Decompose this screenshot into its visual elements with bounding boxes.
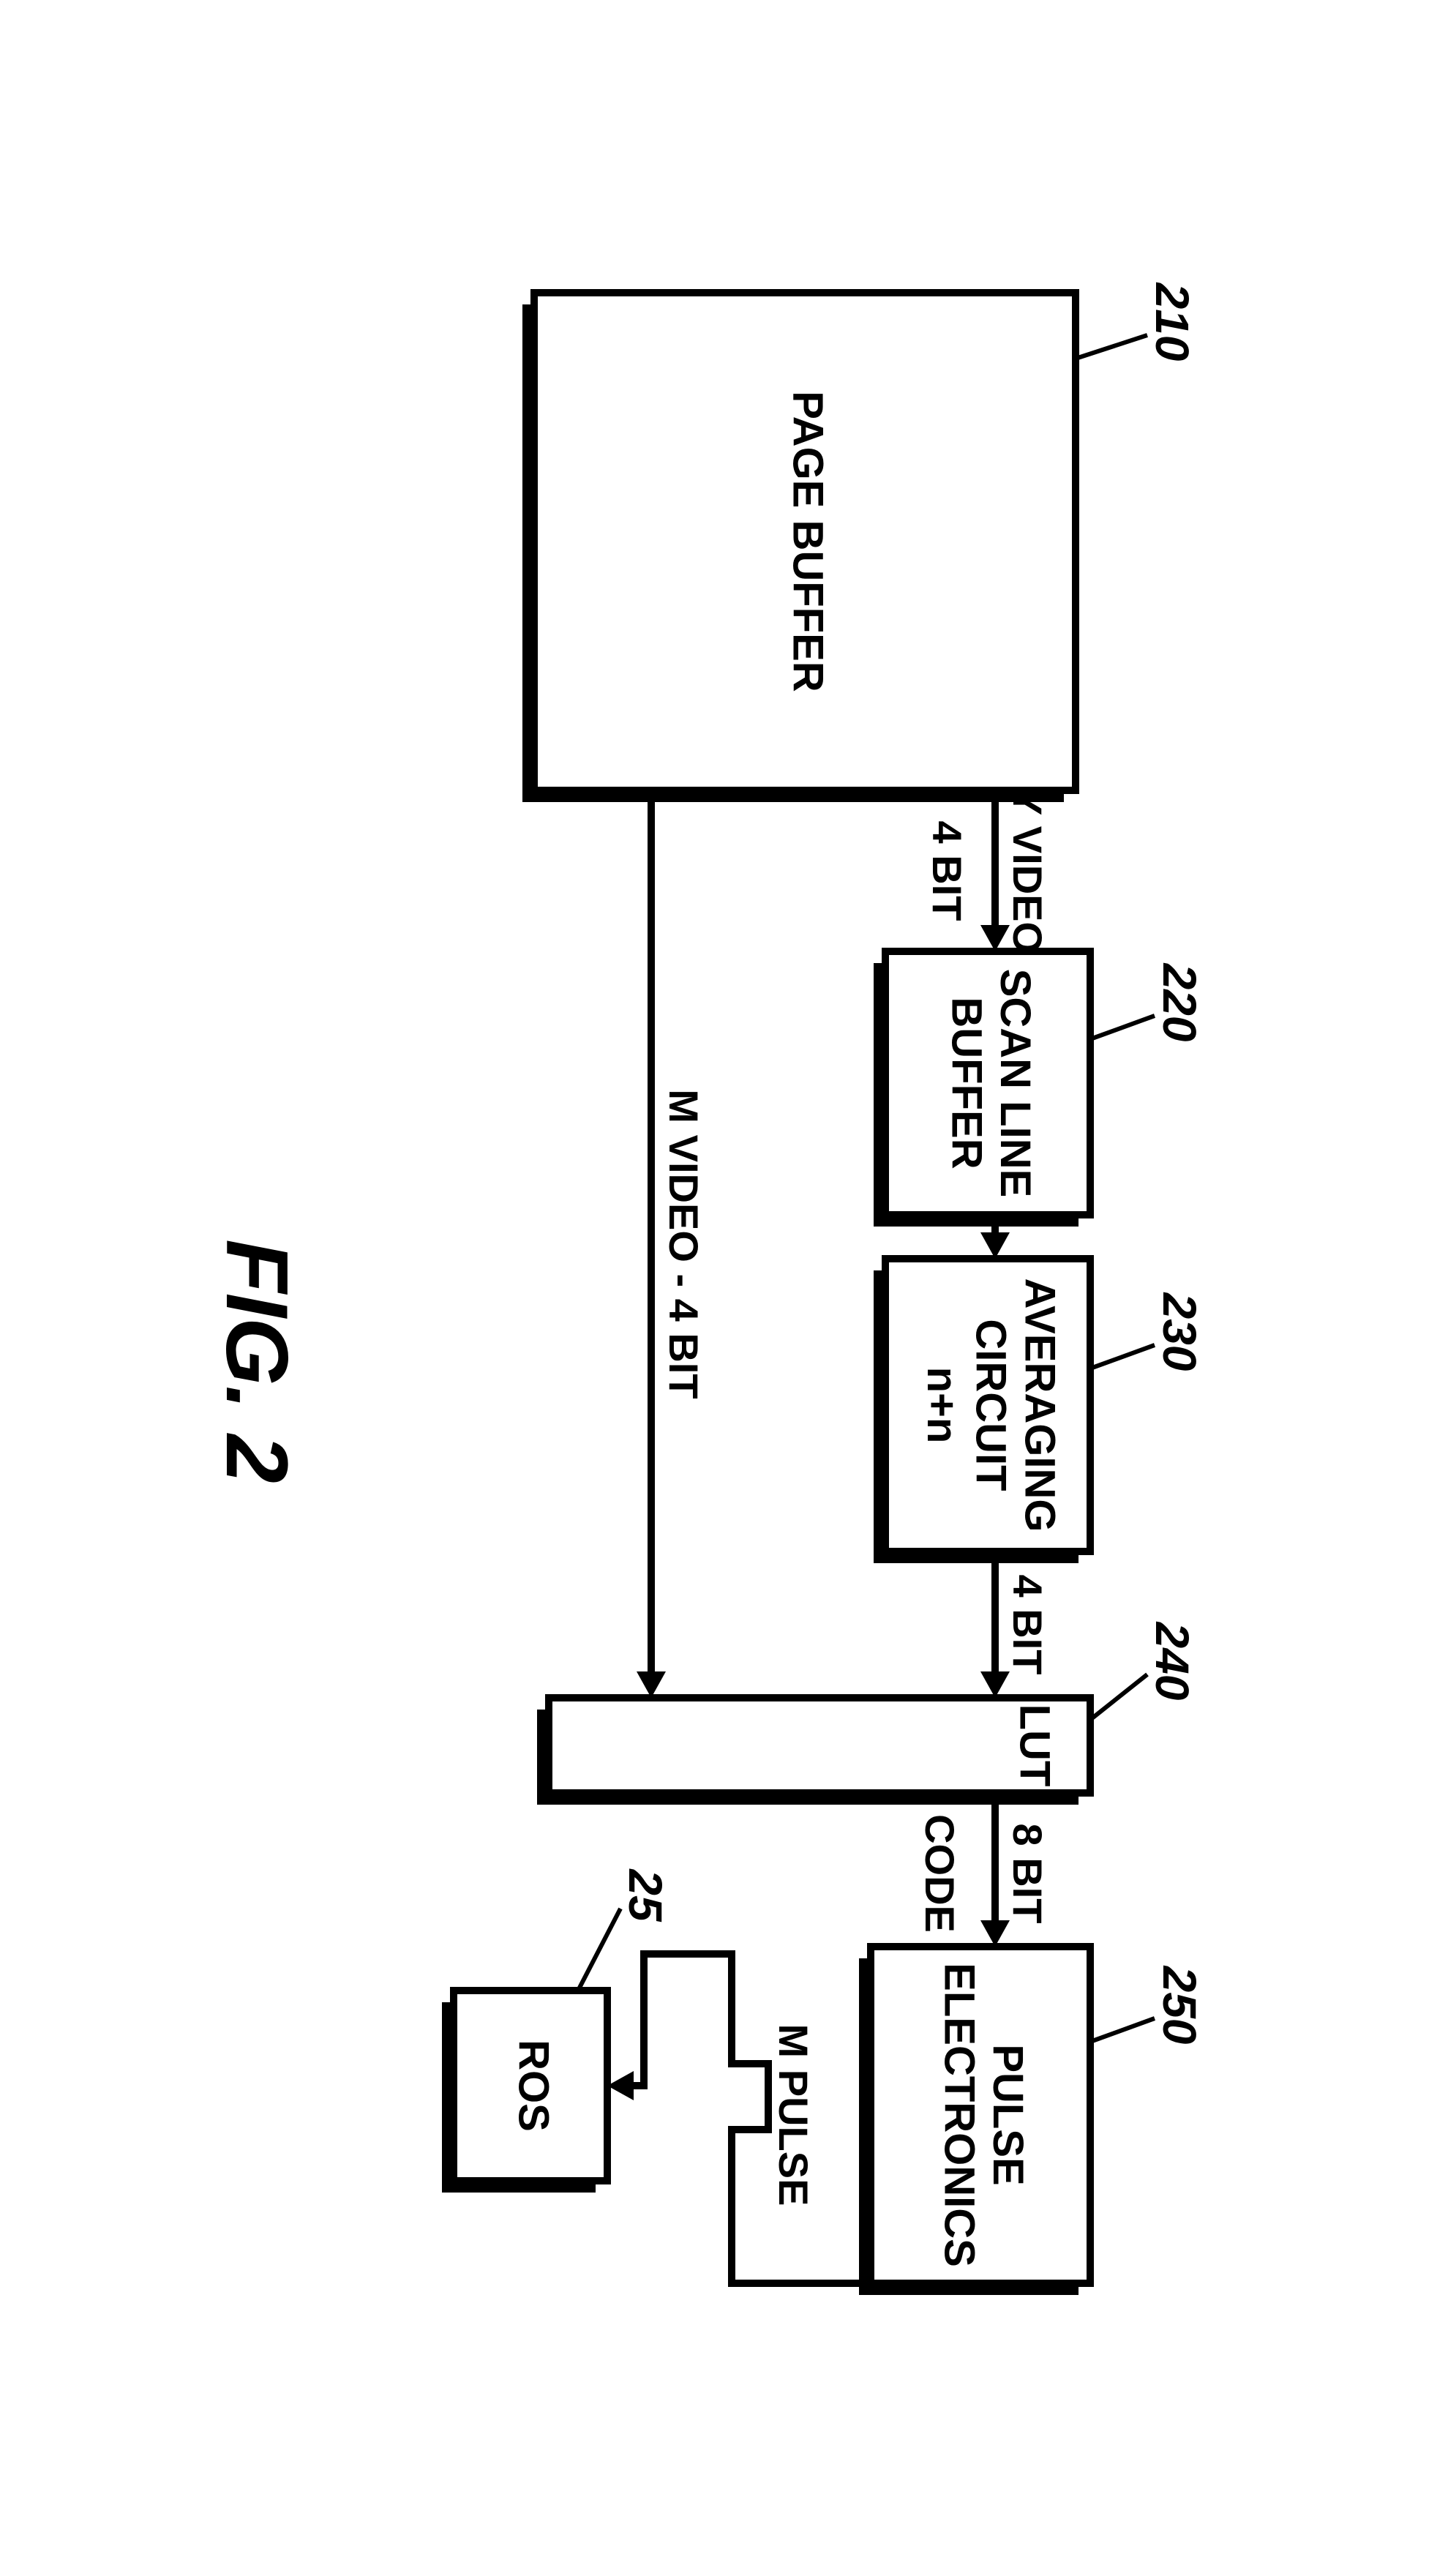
scan_line_buffer-label: SCAN LINE <box>991 969 1039 1198</box>
pulse-label: ELECTRONICS <box>935 1963 983 2267</box>
pulse-label: PULSE <box>984 2044 1032 2185</box>
arrow-head <box>980 1232 1010 1259</box>
diagram-svg: PAGE BUFFER 210 SCAN LINEBUFFER 220 AVERAGIN… <box>139 190 1310 2386</box>
diagram-stage: PAGE BUFFER 210 SCAN LINEBUFFER 220 AVERAGIN… <box>139 190 1310 2386</box>
edge-avg_to_lut-label: 4 BIT <box>1005 1575 1051 1675</box>
m-pulse-label: M PULSE <box>770 2024 817 2206</box>
ros-leader <box>578 1909 620 1991</box>
page_buffer-ref: 210 <box>1146 282 1198 362</box>
averaging-label: CIRCUIT <box>967 1319 1014 1491</box>
scan_line_buffer-leader <box>1090 1016 1155 1039</box>
edge-pb_to_slb-label: Y VIDEO <box>1005 788 1051 954</box>
scan_line_buffer-ref: 220 <box>1153 963 1206 1042</box>
figure-label: FIG. 2 <box>208 1239 306 1483</box>
averaging-label: n+n <box>918 1367 965 1444</box>
scan_line_buffer-label: BUFFER <box>942 997 990 1169</box>
lut-label: LUT <box>1010 1704 1058 1787</box>
arrow-head <box>980 1920 1010 1947</box>
edge-pb_to_lut_m-label: M VIDEO - 4 BIT <box>661 1089 707 1399</box>
ros-label: ROS <box>509 2040 557 2132</box>
pulse-leader <box>1090 2018 1155 2042</box>
page_buffer-leader <box>1076 335 1147 359</box>
averaging-label: AVERAGING <box>1016 1278 1063 1532</box>
lut-box <box>549 1698 1090 1793</box>
averaging-leader <box>1090 1345 1155 1368</box>
lut-ref: 240 <box>1146 1622 1198 1701</box>
arrow-head <box>637 1671 666 1698</box>
arrow-head <box>980 1671 1010 1698</box>
ros-ref: 25 <box>619 1868 672 1922</box>
edge-lut_to_pulse-label: 8 BIT <box>1005 1824 1051 1924</box>
edge-pb_to_slb-label: 4 BIT <box>924 821 970 921</box>
edge-lut_to_pulse-label: CODE <box>917 1814 963 1933</box>
page_buffer-label: PAGE BUFFER <box>784 391 831 692</box>
pulse-ref: 250 <box>1153 1966 1206 2045</box>
averaging-ref: 230 <box>1153 1292 1206 1371</box>
lut-leader <box>1090 1674 1147 1720</box>
